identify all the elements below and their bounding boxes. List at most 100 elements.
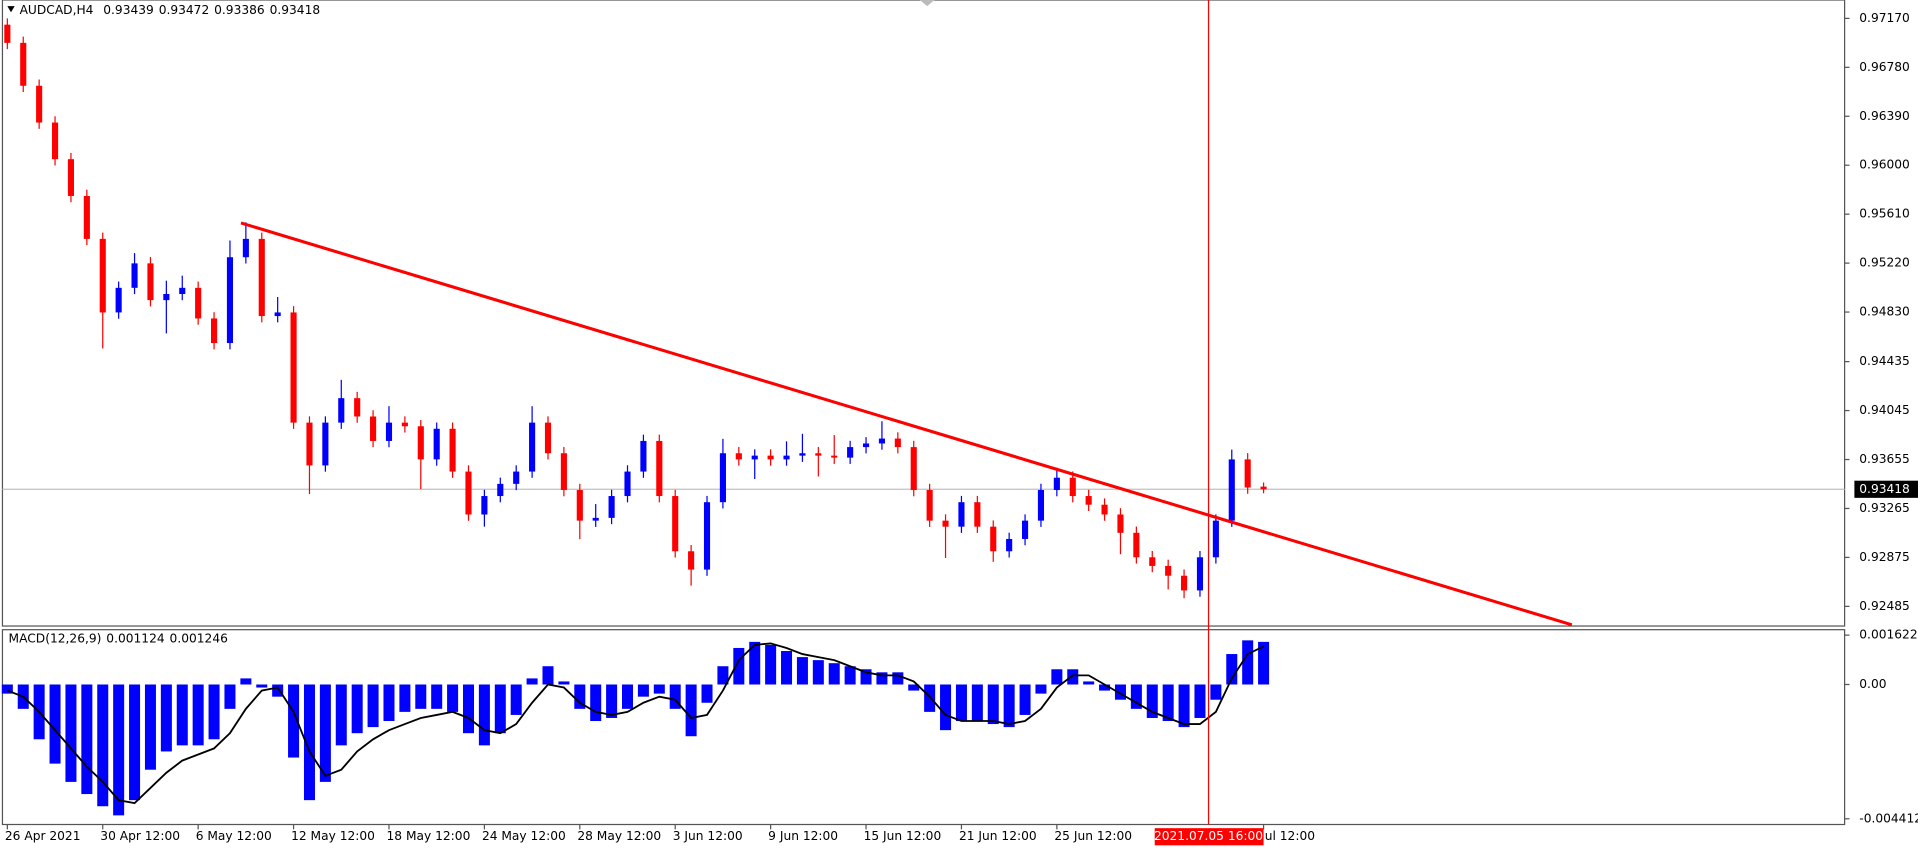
y-tick-label: 0.92875 xyxy=(1859,550,1910,564)
y-tick-label: 0.93265 xyxy=(1859,501,1910,515)
signal-line xyxy=(7,642,1264,805)
trend-line[interactable] xyxy=(240,221,1573,627)
candle-body xyxy=(990,526,997,552)
x-tick-label: 3 Jun 12:00 xyxy=(673,829,743,843)
macd-bar xyxy=(590,684,602,722)
candle-body xyxy=(926,490,933,521)
candle-body xyxy=(36,85,43,123)
y-tick-label: -0.004412 xyxy=(1859,811,1918,825)
macd-bar xyxy=(1051,669,1063,685)
menu-arrow[interactable] xyxy=(7,6,15,13)
macd-bar xyxy=(1019,684,1031,715)
macd-bar xyxy=(240,678,252,685)
macd-bar xyxy=(542,666,554,685)
macd-bar xyxy=(160,684,172,752)
candle-body xyxy=(242,238,249,258)
candle-body xyxy=(942,520,949,527)
candle-body xyxy=(703,502,711,570)
macd-bar xyxy=(1130,684,1142,709)
y-tick-label: 0.94435 xyxy=(1859,354,1910,368)
candle-body xyxy=(1181,575,1188,591)
candle-body xyxy=(20,42,27,86)
macd-bar xyxy=(97,684,109,807)
candle-body xyxy=(1212,520,1219,558)
y-tick-label: 0.97170 xyxy=(1859,11,1910,25)
candle-body xyxy=(799,453,806,456)
candle-body xyxy=(290,312,297,423)
macd-bar xyxy=(892,672,904,685)
candle-body xyxy=(1133,532,1140,558)
macd-bar xyxy=(272,684,284,697)
candle-body xyxy=(465,471,472,515)
close: 0.93418 xyxy=(270,2,321,16)
candle-body xyxy=(401,422,408,427)
x-tick-label: 25 Jun 12:00 xyxy=(1054,829,1132,843)
x-tick-label: 18 May 12:00 xyxy=(387,829,471,843)
candle-body xyxy=(274,312,281,317)
shift-marker xyxy=(919,0,935,7)
candle-body xyxy=(974,502,981,527)
candle-body xyxy=(258,238,265,317)
x-tick-label: 12 May 12:00 xyxy=(291,829,375,843)
macd-bar xyxy=(288,684,300,758)
y-tick-label: 0.95220 xyxy=(1859,256,1910,270)
macd-header: MACD(12,26,9) 0.001124 0.001246 xyxy=(9,631,229,645)
macd-bar xyxy=(176,684,188,746)
candle-body xyxy=(67,159,75,196)
macd-bar xyxy=(526,678,538,685)
crosshair-label-box xyxy=(1154,828,1264,846)
macd-bar xyxy=(876,672,888,685)
macd-bar xyxy=(971,684,983,722)
x-tick-label: 21 Jun 12:00 xyxy=(959,829,1037,843)
macd-bar xyxy=(749,641,761,685)
macd-bar xyxy=(49,684,61,764)
macd-bar xyxy=(1226,654,1238,685)
y-tick-label: 0.96000 xyxy=(1859,158,1910,172)
candle-body xyxy=(910,447,917,491)
macd-bar xyxy=(796,657,808,685)
macd-bar xyxy=(478,684,490,746)
candle-body xyxy=(1053,477,1060,491)
macd-bar xyxy=(256,684,268,688)
candle-body xyxy=(4,24,11,43)
macd-bar xyxy=(637,684,649,697)
macd-bar xyxy=(908,684,920,691)
candle-body xyxy=(847,447,854,458)
macd-bar xyxy=(510,684,522,715)
candle-body xyxy=(211,318,218,344)
y-tick-label: 0.001622 xyxy=(1859,628,1917,642)
macd-bar xyxy=(462,684,474,734)
candle-body xyxy=(83,195,90,239)
candle-body xyxy=(640,440,647,472)
y-tick-label: 0.92485 xyxy=(1859,599,1910,613)
candle-body xyxy=(576,490,583,521)
macd-bar xyxy=(319,684,331,782)
candle-body xyxy=(115,287,122,313)
candle-body xyxy=(1021,520,1029,539)
y-tick-label: 0.94045 xyxy=(1859,403,1910,417)
last-price-label: 0.93418 xyxy=(1859,482,1910,496)
candle-body xyxy=(608,496,615,518)
macd-bar xyxy=(685,684,697,737)
macd-bar xyxy=(669,684,681,709)
macd-bar xyxy=(399,684,411,712)
candle-body xyxy=(831,455,838,458)
macd-bar xyxy=(558,681,570,685)
candle-body xyxy=(1117,514,1124,533)
candle-body xyxy=(529,422,536,472)
x-tick-label: 9 Jun 12:00 xyxy=(768,829,838,843)
candle-body xyxy=(1037,490,1045,521)
high: 0.93472 xyxy=(159,2,210,16)
candle-body xyxy=(306,422,313,466)
candle-body xyxy=(385,422,393,441)
candle-body xyxy=(322,422,329,466)
candle-body xyxy=(497,483,504,497)
candle-body xyxy=(1101,504,1108,515)
candle-body xyxy=(226,257,234,344)
macd-bar xyxy=(1194,684,1206,718)
y-tick-label: 0.96390 xyxy=(1859,109,1910,123)
macd-bar xyxy=(781,651,793,685)
x-tick-label: Jul 12:00 xyxy=(1260,829,1315,843)
candle-body xyxy=(719,453,726,503)
